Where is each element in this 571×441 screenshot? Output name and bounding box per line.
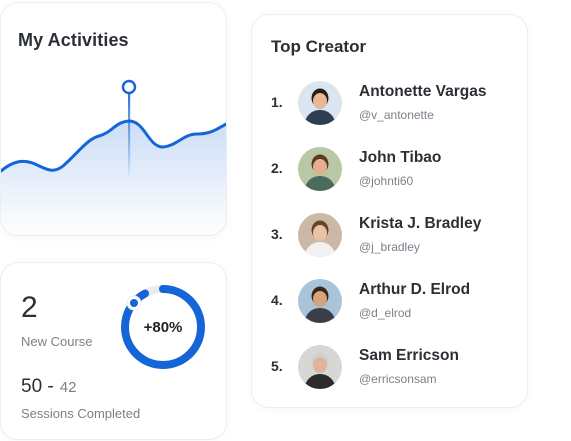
top-creators-card: Top Creator 1. Antonette Vargas @v_antonet… xyxy=(251,14,528,408)
new-course-count: 2 xyxy=(21,291,38,324)
creator-row[interactable]: 5. Sam Erricson @erricsonsam xyxy=(252,343,527,393)
creator-rank: 1. xyxy=(271,94,283,110)
sessions-done: 50 - xyxy=(21,376,54,397)
creator-avatar[interactable] xyxy=(298,147,342,191)
new-course-label: New Course xyxy=(21,334,93,349)
creator-name[interactable]: Krista J. Bradley xyxy=(359,215,482,232)
creator-handle: @j_bradley xyxy=(359,240,420,254)
avatar-portrait xyxy=(298,147,342,191)
creator-rank: 4. xyxy=(271,292,283,308)
progress-ring-knob-dot xyxy=(130,299,138,307)
progress-ring xyxy=(121,285,205,369)
avatar-portrait xyxy=(298,213,342,257)
creator-handle: @v_antonette xyxy=(359,108,434,122)
avatar-portrait xyxy=(298,81,342,125)
creator-row[interactable]: 2. John Tibao @johnti60 xyxy=(252,145,527,195)
creator-name[interactable]: Sam Erricson xyxy=(359,347,459,364)
activity-marker-line xyxy=(128,94,131,180)
creator-name[interactable]: John Tibao xyxy=(359,149,442,166)
sessions-count: 50 - 42 xyxy=(21,376,76,398)
creator-handle: @d_elrod xyxy=(359,306,412,320)
sessions-total: 42 xyxy=(59,379,77,396)
activity-marker-dot[interactable] xyxy=(121,79,137,95)
activities-card: My Activities xyxy=(0,2,227,236)
creator-row[interactable]: 1. Antonette Vargas @v_antonette xyxy=(252,79,527,129)
creator-handle: @erricsonsam xyxy=(359,372,437,386)
creator-name[interactable]: Arthur D. Elrod xyxy=(359,281,471,298)
creator-avatar[interactable] xyxy=(298,345,342,389)
avatar-portrait xyxy=(298,279,342,323)
creator-avatar[interactable] xyxy=(298,213,342,257)
creator-avatar[interactable] xyxy=(298,279,342,323)
progress-ring-arc xyxy=(121,285,205,369)
creator-rank: 5. xyxy=(271,358,283,374)
activities-title: My Activities xyxy=(18,30,129,50)
progress-percent: +80% xyxy=(143,319,183,336)
stats-card: 2 New Course 50 - 42 Sessions Completed +… xyxy=(0,262,227,440)
activity-area xyxy=(1,121,226,235)
activity-chart xyxy=(1,79,226,235)
creator-rank: 2. xyxy=(271,160,283,176)
creator-handle: @johnti60 xyxy=(359,174,414,188)
creator-row[interactable]: 4. Arthur D. Elrod @d_elrod xyxy=(252,277,527,327)
sessions-label: Sessions Completed xyxy=(21,406,141,421)
creator-avatar[interactable] xyxy=(298,81,342,125)
creator-name[interactable]: Antonette Vargas xyxy=(359,83,487,100)
creator-rank: 3. xyxy=(271,226,283,242)
top-creators-title: Top Creator xyxy=(271,37,367,56)
avatar-portrait xyxy=(298,345,342,389)
creator-row[interactable]: 3. Krista J. Bradley @j_bradley xyxy=(252,211,527,261)
activity-line xyxy=(1,119,226,173)
